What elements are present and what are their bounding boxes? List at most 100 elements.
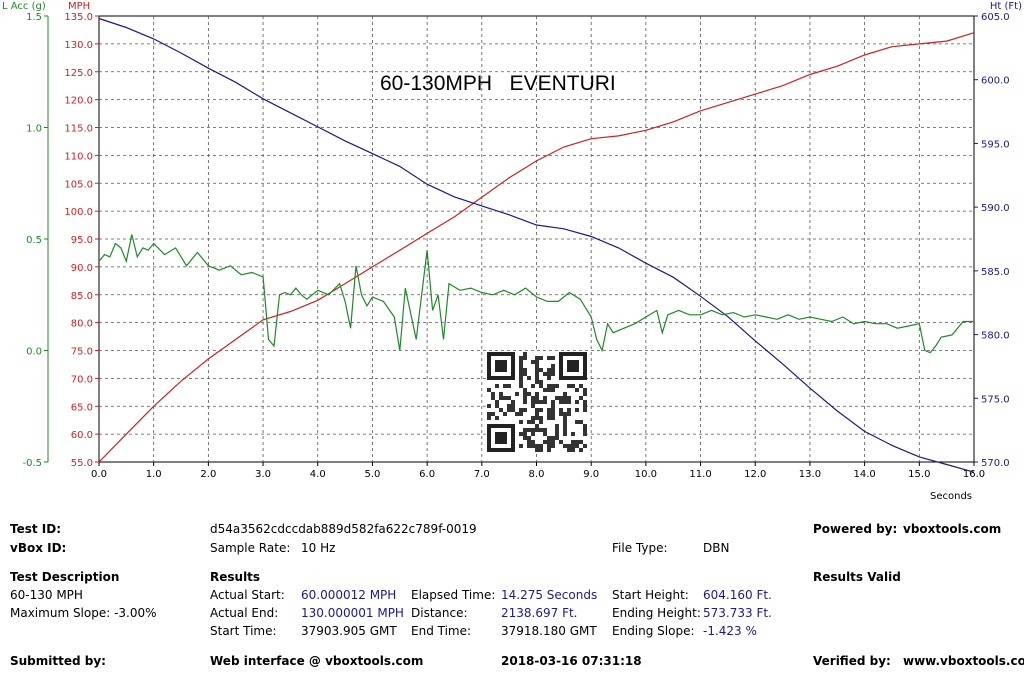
- qr-module: [571, 384, 575, 388]
- qr-module: [535, 376, 539, 380]
- qr-module: [503, 412, 507, 416]
- test-desc-label: Test Description: [10, 570, 120, 584]
- qr-module: [523, 432, 527, 436]
- qr-module: [555, 424, 559, 428]
- mph-tick-label: 135.0: [64, 12, 93, 23]
- qr-module: [499, 392, 503, 396]
- qr-module: [563, 412, 567, 416]
- qr-module: [535, 368, 539, 372]
- qr-module: [499, 408, 503, 412]
- qr-module: [583, 424, 587, 428]
- qr-module: [579, 440, 583, 444]
- qr-module: [543, 400, 547, 404]
- x-tick-label: 7.0: [474, 469, 490, 480]
- qr-module: [499, 396, 503, 400]
- qr-module: [543, 440, 547, 444]
- lacc-tick-label: 0.0: [26, 347, 42, 358]
- ending-slope-value: -1.423 %: [703, 624, 757, 638]
- ht-tick-label: 590.0: [981, 203, 1010, 214]
- qr-module: [535, 412, 539, 416]
- qr-module: [519, 444, 523, 448]
- qr-module: [567, 400, 571, 404]
- qr-module: [507, 408, 511, 412]
- results-valid: Results Valid: [813, 570, 901, 584]
- qr-module: [511, 408, 515, 412]
- qr-module: [531, 416, 535, 420]
- max-slope: Maximum Slope: -3.00%: [10, 606, 157, 620]
- qr-module: [551, 356, 555, 360]
- report-datetime: 2018-03-16 07:31:18: [501, 654, 642, 668]
- verified-label: Verified by:: [813, 654, 891, 668]
- actual-start-value: 60.000012 MPH: [301, 588, 397, 602]
- x-tick-label: 15.0: [908, 469, 930, 480]
- qr-module: [543, 388, 547, 392]
- x-tick-label: 14.0: [853, 469, 875, 480]
- qr-finder-inner: [567, 360, 579, 372]
- qr-module: [491, 412, 495, 416]
- grid-lines: [99, 16, 974, 462]
- x-tick-label: 5.0: [364, 469, 380, 480]
- qr-module: [487, 388, 491, 392]
- mph-tick-label: 85.0: [71, 291, 93, 302]
- qr-module: [539, 380, 543, 384]
- qr-module: [571, 440, 575, 444]
- qr-module: [535, 392, 539, 396]
- qr-module: [563, 400, 567, 404]
- qr-module: [555, 396, 559, 400]
- mph-tick-label: 115.0: [64, 124, 93, 135]
- qr-module: [519, 364, 523, 368]
- ht-tick-label: 575.0: [981, 394, 1010, 405]
- web-interface-link[interactable]: Web interface @ vboxtools.com: [210, 654, 424, 668]
- qr-module: [519, 384, 523, 388]
- verified-link[interactable]: www.vboxtools.com: [903, 654, 1024, 668]
- qr-module: [555, 384, 559, 388]
- qr-module: [531, 432, 535, 436]
- qr-module: [547, 376, 551, 380]
- test-id-label: Test ID:: [10, 522, 62, 536]
- qr-module: [571, 444, 575, 448]
- qr-module: [519, 420, 523, 424]
- sample-rate-label: Sample Rate:: [210, 541, 291, 555]
- qr-module: [567, 444, 571, 448]
- qr-module: [527, 440, 531, 444]
- lacc-tick-label: -0.5: [22, 458, 42, 469]
- qr-module: [507, 404, 511, 408]
- qr-module: [563, 392, 567, 396]
- qr-module: [487, 404, 491, 408]
- qr-module: [519, 376, 523, 380]
- qr-module: [583, 404, 587, 408]
- qr-module: [535, 448, 539, 452]
- right-axis-label-ht: Ht (Ft): [990, 1, 1022, 12]
- qr-module: [531, 444, 535, 448]
- qr-module: [523, 392, 527, 396]
- qr-module: [575, 388, 579, 392]
- qr-module: [547, 384, 551, 388]
- qr-module: [535, 424, 539, 428]
- x-tick-label: 13.0: [799, 469, 821, 480]
- mph-tick-label: 100.0: [64, 207, 93, 218]
- qr-module: [551, 368, 555, 372]
- results-label: Results: [210, 570, 261, 584]
- qr-module: [559, 408, 563, 412]
- test-id-value: d54a3562cdccdab889d582fa622c789f-0019: [210, 522, 477, 536]
- lacc-tick-label: 1.0: [26, 124, 42, 135]
- qr-module: [563, 424, 567, 428]
- qr-module: [567, 396, 571, 400]
- qr-module: [503, 384, 507, 388]
- qr-module: [495, 416, 499, 420]
- x-tick-label: 1.0: [146, 469, 162, 480]
- qr-module: [519, 360, 523, 364]
- qr-module: [563, 396, 567, 400]
- qr-module: [535, 380, 539, 384]
- qr-module: [551, 444, 555, 448]
- series-line-mph: [98, 32, 975, 463]
- qr-module: [539, 420, 543, 424]
- qr-module: [531, 384, 535, 388]
- qr-module: [575, 440, 579, 444]
- qr-module: [523, 388, 527, 392]
- x-tick-label: 16.0: [963, 469, 985, 480]
- qr-module: [531, 404, 535, 408]
- qr-module: [583, 392, 587, 396]
- qr-module: [527, 392, 531, 396]
- qr-module: [551, 404, 555, 408]
